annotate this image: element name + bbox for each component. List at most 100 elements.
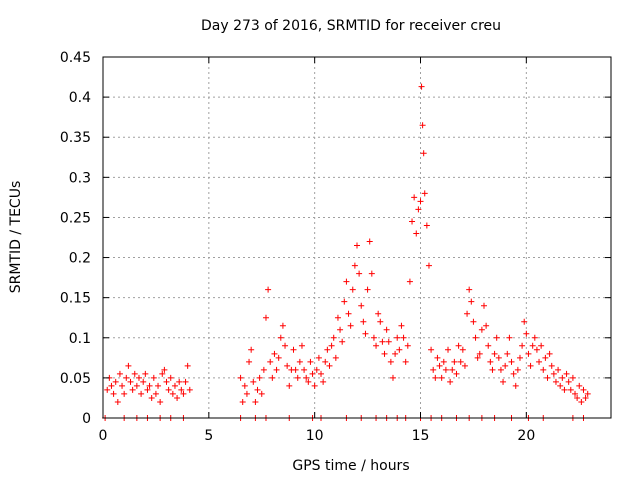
data-point bbox=[425, 262, 432, 269]
data-point bbox=[161, 366, 168, 373]
data-point bbox=[332, 354, 339, 361]
data-point bbox=[286, 382, 293, 389]
data-point bbox=[516, 354, 523, 361]
data-point bbox=[373, 342, 380, 349]
data-point bbox=[159, 370, 166, 377]
data-point bbox=[362, 330, 369, 337]
data-point bbox=[546, 350, 553, 357]
data-point bbox=[349, 286, 356, 293]
data-point bbox=[351, 262, 358, 269]
data-point bbox=[311, 382, 318, 389]
data-point bbox=[430, 366, 437, 373]
x-tick-label: 5 bbox=[204, 428, 213, 444]
grid bbox=[103, 56, 611, 418]
data-point bbox=[421, 190, 428, 197]
data-point bbox=[381, 350, 388, 357]
data-point bbox=[470, 318, 477, 325]
data-point bbox=[324, 346, 331, 353]
data-point bbox=[428, 346, 435, 353]
data-point bbox=[322, 358, 329, 365]
data-point bbox=[265, 286, 272, 293]
data-point bbox=[176, 378, 183, 385]
data-point bbox=[169, 390, 176, 397]
data-point bbox=[171, 382, 178, 389]
data-point bbox=[540, 366, 547, 373]
data-point bbox=[576, 382, 583, 389]
data-point bbox=[500, 378, 507, 385]
data-point bbox=[116, 370, 123, 377]
data-point bbox=[358, 302, 365, 309]
data-point bbox=[478, 326, 485, 333]
data-point bbox=[536, 358, 543, 365]
data-point bbox=[356, 270, 363, 277]
data-point bbox=[529, 342, 536, 349]
data-point bbox=[445, 346, 452, 353]
data-point bbox=[114, 398, 121, 405]
y-tick-label: 0.3 bbox=[69, 170, 91, 186]
data-point bbox=[296, 358, 303, 365]
data-point bbox=[409, 218, 416, 225]
data-point bbox=[262, 314, 269, 321]
data-point bbox=[449, 366, 456, 373]
data-point bbox=[455, 342, 462, 349]
data-point bbox=[294, 374, 301, 381]
data-point bbox=[457, 358, 464, 365]
data-point bbox=[574, 394, 581, 401]
data-point bbox=[123, 374, 130, 381]
data-point bbox=[415, 206, 422, 213]
data-point bbox=[432, 374, 439, 381]
data-point bbox=[178, 386, 185, 393]
data-point bbox=[284, 362, 291, 369]
data-point bbox=[148, 394, 155, 401]
data-point bbox=[125, 362, 132, 369]
data-point bbox=[165, 386, 172, 393]
y-tick-label: 0.35 bbox=[60, 130, 91, 146]
data-point bbox=[341, 298, 348, 305]
data-point bbox=[246, 358, 253, 365]
y-tick-label: 0.2 bbox=[69, 251, 91, 267]
data-point bbox=[555, 366, 562, 373]
data-point bbox=[275, 354, 282, 361]
data-point bbox=[186, 386, 193, 393]
data-point bbox=[127, 378, 134, 385]
data-point bbox=[347, 322, 354, 329]
data-point bbox=[544, 374, 551, 381]
data-point bbox=[508, 358, 515, 365]
data-point bbox=[464, 310, 471, 317]
data-point bbox=[237, 374, 244, 381]
data-point bbox=[525, 350, 532, 357]
data-point bbox=[442, 366, 449, 373]
data-point bbox=[279, 322, 286, 329]
data-point bbox=[260, 366, 267, 373]
data-point bbox=[584, 390, 591, 397]
data-point bbox=[184, 362, 191, 369]
data-point bbox=[572, 390, 579, 397]
data-point bbox=[506, 334, 513, 341]
data-point bbox=[502, 362, 509, 369]
data-point bbox=[385, 338, 392, 345]
data-point bbox=[277, 334, 284, 341]
data-point bbox=[121, 390, 128, 397]
data-point bbox=[398, 322, 405, 329]
data-point bbox=[504, 350, 511, 357]
data-point bbox=[550, 370, 557, 377]
data-point bbox=[419, 122, 426, 129]
data-point bbox=[131, 370, 138, 377]
data-point bbox=[495, 354, 502, 361]
data-point bbox=[420, 150, 427, 157]
data-point bbox=[174, 394, 181, 401]
data-point bbox=[493, 334, 500, 341]
data-point bbox=[400, 334, 407, 341]
data-point bbox=[269, 374, 276, 381]
data-point bbox=[330, 334, 337, 341]
data-point bbox=[146, 382, 153, 389]
x-tick-label: 15 bbox=[412, 428, 430, 444]
data-point bbox=[326, 362, 333, 369]
data-point bbox=[337, 326, 344, 333]
data-point bbox=[254, 386, 261, 393]
data-point bbox=[389, 374, 396, 381]
x-tick-label: 10 bbox=[306, 428, 324, 444]
data-point bbox=[563, 370, 570, 377]
data-point bbox=[150, 374, 157, 381]
